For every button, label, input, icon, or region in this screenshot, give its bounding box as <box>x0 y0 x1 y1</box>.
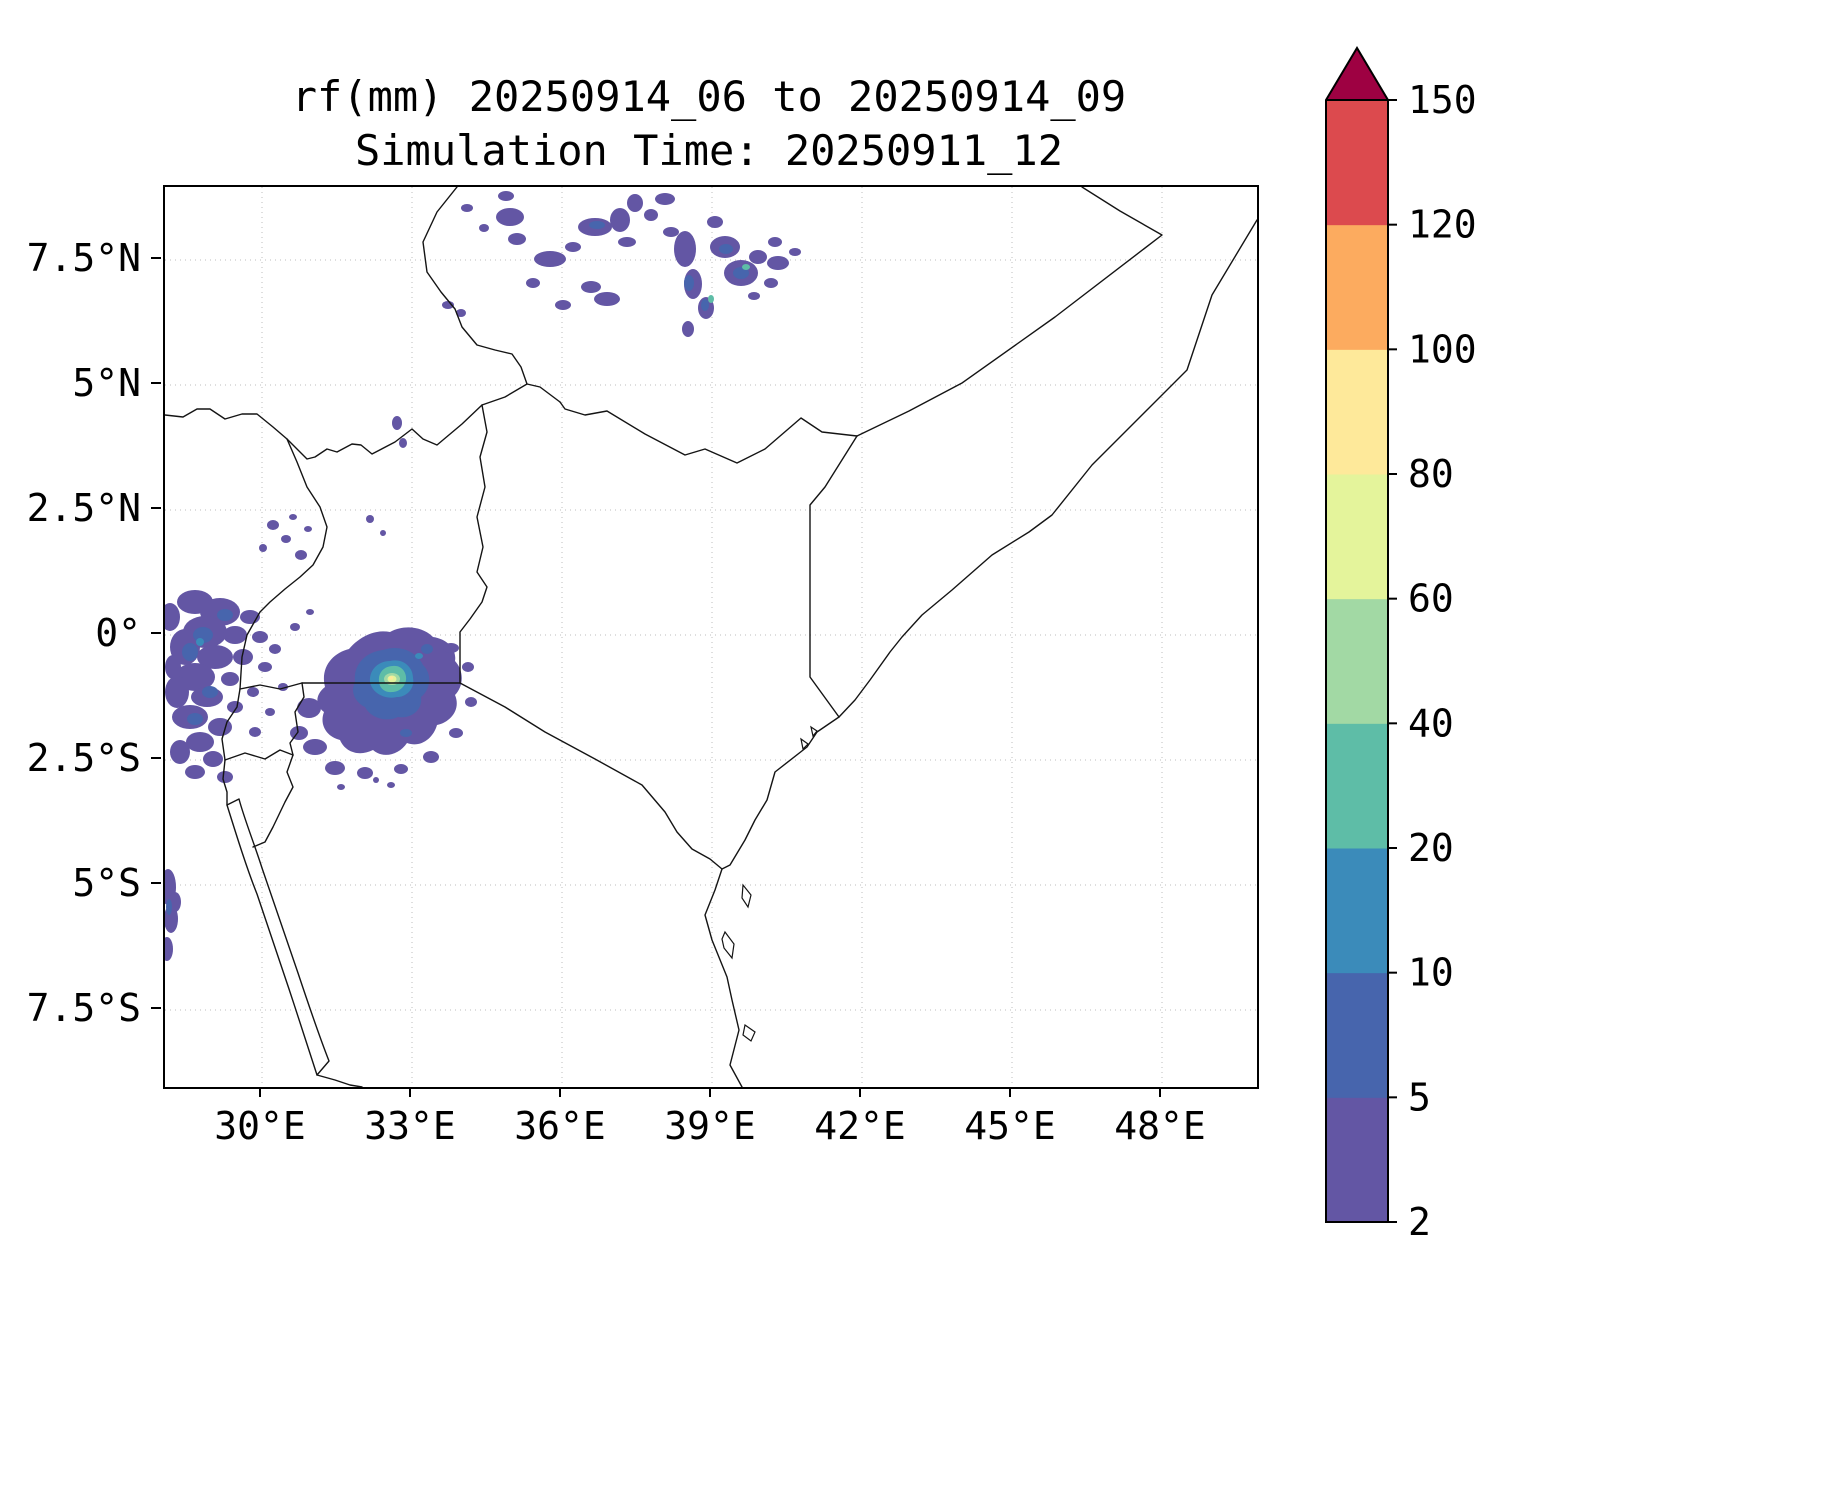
border-kenya-somalia <box>809 435 858 718</box>
x-axis-tick-label: 30°E <box>214 1104 306 1148</box>
x-axis-tick <box>1159 1087 1161 1097</box>
y-axis-tick-label: 2.5°N <box>26 486 141 530</box>
colorbar-tick-label: 80 <box>1408 452 1454 496</box>
lake-tanganyika <box>226 798 330 1076</box>
rain-scatter-mid <box>259 416 407 560</box>
y-axis-tick-label: 0° <box>95 611 141 655</box>
rain-patch-west-edge <box>165 869 181 961</box>
colorbar-segment-40-60 <box>1326 598 1388 724</box>
border-burundi-drc <box>222 759 228 806</box>
island-lamu-2 <box>810 725 818 738</box>
border-south-sudan-uganda-kenya <box>165 383 561 460</box>
rain-scatter-ethiopia <box>442 191 801 337</box>
colorbar-over-arrow <box>1326 48 1388 100</box>
y-axis-tick-label: 7.5°N <box>26 236 141 280</box>
colorbar-segment-60-80 <box>1326 474 1388 600</box>
gridlines <box>165 187 1257 1087</box>
border-tanzania-kenya <box>459 682 723 870</box>
colorbar-segment-120-150 <box>1326 100 1388 226</box>
x-axis-tick <box>709 1087 711 1097</box>
y-axis-tick-label: 7.5°S <box>26 986 141 1030</box>
coastline-indian-ocean <box>704 219 1257 1087</box>
colorbar-tick-label: 60 <box>1408 577 1454 621</box>
rainfall-shading <box>165 191 801 961</box>
colorbar-tick-label: 100 <box>1408 327 1477 371</box>
x-axis-tick <box>1009 1087 1011 1097</box>
chart-subtitle: Simulation Time: 20250911_12 <box>354 126 1063 175</box>
x-axis-tick-label: 45°E <box>964 1104 1056 1148</box>
colorbar: 2 5 10 20 40 60 80 100 120 150 <box>1325 46 1477 1236</box>
island-pemba <box>741 883 752 909</box>
y-axis-tick <box>151 382 161 384</box>
rain-patch-albertine <box>165 590 314 783</box>
colorbar-tick-label: 40 <box>1408 701 1454 745</box>
border-ethiopia-somalia <box>856 187 1163 437</box>
y-axis-tick <box>151 757 161 759</box>
colorbar-tick-label: 150 <box>1408 78 1477 122</box>
island-mafia <box>742 1023 756 1042</box>
border-rwanda-drc <box>221 688 241 761</box>
y-axis-tick <box>151 1007 161 1009</box>
x-axis-tick <box>409 1087 411 1097</box>
x-axis-tick-label: 36°E <box>514 1104 606 1148</box>
y-axis-tick-label: 2.5°S <box>26 736 141 780</box>
x-axis-tick-label: 48°E <box>1114 1104 1206 1148</box>
colorbar-segment-20-40 <box>1326 723 1388 849</box>
y-axis-tick <box>151 507 161 509</box>
border-ethiopia-south-sudan <box>422 187 528 385</box>
colorbar-segment-5-10 <box>1326 972 1388 1098</box>
x-axis-tick <box>259 1087 261 1097</box>
colorbar-tick-label: 10 <box>1408 951 1454 995</box>
x-axis-tick-label: 33°E <box>364 1104 456 1148</box>
colorbar-tick-label: 20 <box>1408 826 1454 870</box>
border-ethiopia-kenya <box>559 401 858 464</box>
colorbar-tick-label: 2 <box>1408 1200 1431 1236</box>
border-drc-uganda <box>239 438 328 690</box>
island-lamu <box>800 737 809 751</box>
rainfall-map <box>165 187 1257 1087</box>
border-rwanda-uganda <box>239 682 303 690</box>
chart-title: rf(mm) 20250914_06 to 20250914_09 <box>291 72 1127 121</box>
border-rwanda-tanzania <box>289 682 305 756</box>
colorbar-outline <box>1325 46 1389 1223</box>
colorbar-segment-100-120 <box>1326 224 1388 350</box>
border-rwanda-burundi <box>224 749 294 761</box>
y-axis-tick <box>151 257 161 259</box>
y-axis-tick <box>151 632 161 634</box>
colorbar-tick-label: 5 <box>1408 1075 1431 1119</box>
map-plot-area <box>163 185 1259 1089</box>
border-uganda-kenya <box>459 404 488 684</box>
country-borders <box>165 187 1257 1087</box>
border-burundi-tanzania <box>252 754 294 848</box>
colorbar-segment-80-100 <box>1326 349 1388 475</box>
colorbar-tick-label: 120 <box>1408 203 1477 247</box>
x-axis-tick-label: 39°E <box>664 1104 756 1148</box>
x-axis-tick <box>559 1087 561 1097</box>
colorbar-segment-10-20 <box>1326 848 1388 974</box>
rain-cell-lake-victoria <box>290 627 477 790</box>
island-zanzibar <box>721 930 735 960</box>
x-axis-tick <box>859 1087 861 1097</box>
colorbar-segment-2-5 <box>1326 1097 1388 1223</box>
x-axis-tick-label: 42°E <box>814 1104 906 1148</box>
y-axis-tick-label: 5°N <box>72 361 141 405</box>
border-tanzania-zambia <box>316 1074 363 1087</box>
y-axis-tick-label: 5°S <box>72 861 141 905</box>
y-axis-tick <box>151 882 161 884</box>
